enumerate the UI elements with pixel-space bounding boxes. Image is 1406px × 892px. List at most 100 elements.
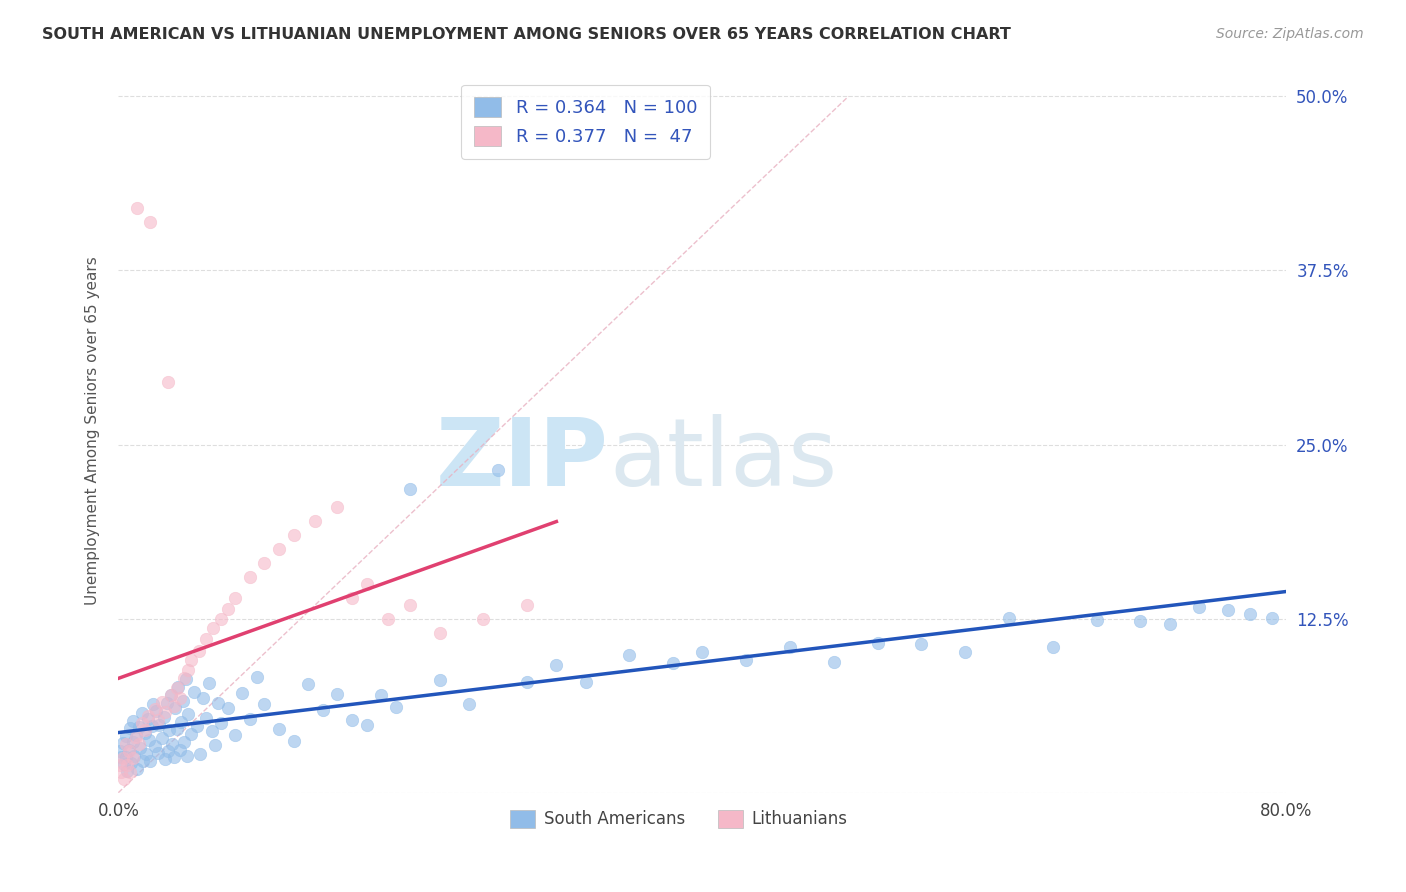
Point xyxy=(209,716,232,731)
Point xyxy=(267,723,290,737)
Point xyxy=(955,645,977,659)
Point xyxy=(384,699,406,714)
Point xyxy=(162,737,184,751)
Point xyxy=(173,735,195,749)
Point xyxy=(148,717,170,731)
Point xyxy=(224,591,246,605)
Point xyxy=(283,734,305,748)
Point xyxy=(124,748,146,763)
Point xyxy=(143,702,166,716)
Point xyxy=(575,674,598,689)
Point xyxy=(139,215,162,229)
Point xyxy=(156,744,179,758)
Point xyxy=(201,724,224,739)
Point xyxy=(204,738,226,752)
Point xyxy=(170,714,193,729)
Point xyxy=(998,611,1021,625)
Point xyxy=(125,730,148,744)
Point xyxy=(114,750,136,764)
Point xyxy=(1261,611,1284,625)
Point xyxy=(166,722,188,736)
Point xyxy=(194,632,217,647)
Point xyxy=(202,621,225,635)
Point xyxy=(110,750,132,764)
Point xyxy=(187,643,209,657)
Point xyxy=(122,751,145,765)
Point xyxy=(166,681,188,696)
Point xyxy=(209,611,232,625)
Point xyxy=(1129,615,1152,629)
Point xyxy=(112,772,135,786)
Point xyxy=(356,576,378,591)
Point xyxy=(224,728,246,742)
Point xyxy=(127,201,149,215)
Point xyxy=(167,680,190,694)
Point xyxy=(128,737,150,751)
Point xyxy=(139,754,162,768)
Point xyxy=(174,672,197,686)
Point xyxy=(176,748,198,763)
Point xyxy=(516,675,538,690)
Point xyxy=(172,693,194,707)
Text: Source: ZipAtlas.com: Source: ZipAtlas.com xyxy=(1216,27,1364,41)
Point xyxy=(122,735,145,749)
Point xyxy=(152,710,174,724)
Point xyxy=(141,718,163,732)
Point xyxy=(146,746,169,760)
Point xyxy=(356,717,378,731)
Point xyxy=(138,732,160,747)
Point xyxy=(150,695,173,709)
Point xyxy=(115,757,138,772)
Point xyxy=(146,713,169,727)
Point xyxy=(136,712,159,726)
Point xyxy=(1042,640,1064,654)
Point xyxy=(128,720,150,734)
Point xyxy=(155,696,177,710)
Point xyxy=(866,635,889,649)
Point xyxy=(231,685,253,699)
Point xyxy=(142,698,165,712)
Point xyxy=(486,463,509,477)
Point xyxy=(165,701,187,715)
Point xyxy=(114,729,136,743)
Point xyxy=(118,722,141,736)
Point xyxy=(117,744,139,758)
Point xyxy=(114,737,136,751)
Text: SOUTH AMERICAN VS LITHUANIAN UNEMPLOYMENT AMONG SENIORS OVER 65 YEARS CORRELATIO: SOUTH AMERICAN VS LITHUANIAN UNEMPLOYMEN… xyxy=(42,27,1011,42)
Point xyxy=(111,736,134,750)
Point xyxy=(145,704,167,718)
Point xyxy=(108,744,131,758)
Point xyxy=(283,528,305,542)
Point xyxy=(180,727,202,741)
Point xyxy=(169,690,191,705)
Point xyxy=(217,602,239,616)
Text: atlas: atlas xyxy=(609,414,837,506)
Point xyxy=(143,739,166,753)
Point xyxy=(472,611,495,625)
Point xyxy=(297,677,319,691)
Point xyxy=(160,688,183,702)
Point xyxy=(735,653,758,667)
Point xyxy=(173,672,195,686)
Point xyxy=(169,742,191,756)
Point xyxy=(910,637,932,651)
Point xyxy=(1188,599,1211,614)
Point xyxy=(131,716,153,731)
Point xyxy=(163,750,186,764)
Point xyxy=(399,482,422,496)
Point xyxy=(112,757,135,772)
Point xyxy=(399,598,422,612)
Point xyxy=(108,757,131,772)
Point xyxy=(115,764,138,778)
Point xyxy=(217,701,239,715)
Point xyxy=(117,742,139,756)
Point xyxy=(662,656,685,670)
Point xyxy=(129,741,152,756)
Point xyxy=(239,713,262,727)
Point xyxy=(127,762,149,776)
Point xyxy=(823,656,845,670)
Point xyxy=(340,713,363,727)
Point xyxy=(159,723,181,738)
Point xyxy=(253,697,276,711)
Point xyxy=(153,751,176,765)
